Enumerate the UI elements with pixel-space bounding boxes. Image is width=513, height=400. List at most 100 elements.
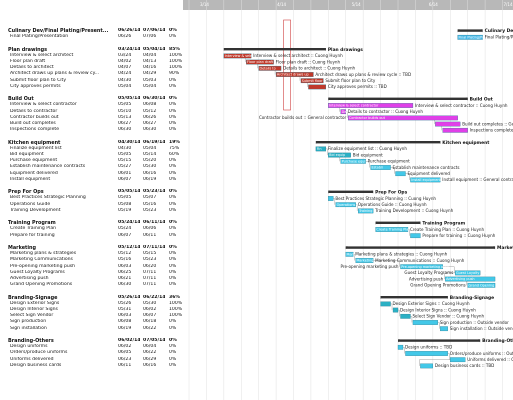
group-row[interactable]: Marketing 05/12/14 07/11/14 0% xyxy=(0,245,183,251)
percent-complete: 100% xyxy=(169,300,183,306)
task-bar-label: City approves permits :: TBD xyxy=(328,84,387,89)
task-row[interactable]: Interview & select architect 03/24 04/04 10… xyxy=(0,53,183,59)
task-bar xyxy=(308,84,327,90)
task-name: Bid equipment xyxy=(10,152,44,157)
percent-complete: 0% xyxy=(169,319,177,325)
percent-complete: 0% xyxy=(169,102,177,108)
task-row[interactable]: Operations Guide 05/08 05/16 0% xyxy=(0,202,183,208)
percent-complete: 0% xyxy=(169,108,177,114)
task-row[interactable]: Advertising push 06/21 07/11 0% xyxy=(0,276,183,282)
end-date: 07/11/14 xyxy=(143,245,165,250)
task-name: Guest Loyalty Programs xyxy=(10,269,65,275)
task-row[interactable]: Best Practices Strategic Planning 05/05 05… xyxy=(0,195,183,201)
task-bar xyxy=(340,109,346,115)
task-bar-text: Advertising push xyxy=(446,277,474,281)
percent-complete: 0% xyxy=(169,325,177,331)
dependency-line xyxy=(437,322,440,329)
task-row[interactable]: Pre-opening marketing push 06/03 06/20 0% xyxy=(0,264,183,270)
task-row[interactable]: Training Development 05/19 05/23 0% xyxy=(0,208,183,214)
task-bar-label: Operations Guide :: Cuong Huynh xyxy=(358,202,427,207)
task-row[interactable]: Install equipment 06/07 06/19 0% xyxy=(0,177,183,183)
task-row[interactable]: Sign installation 06/19 06/22 0% xyxy=(0,326,183,332)
group-bar-cap xyxy=(315,141,318,144)
task-row[interactable]: Floor plan draft 04/02 04/13 100% xyxy=(0,59,183,65)
task-row[interactable]: Bid equipment 05/05 05/14 60% xyxy=(0,152,183,158)
task-row[interactable]: Equipment delivered 06/01 06/16 0% xyxy=(0,171,183,177)
group-row[interactable]: Culinary Dev/Final Plating/Present... 06/… xyxy=(0,28,183,34)
task-bar-label: Inspections complete :: General contract… xyxy=(470,128,513,133)
task-row[interactable]: Contractor builds out 05/13 06/26 0% xyxy=(0,115,183,121)
task-row[interactable]: Submit floor plan to City 04/30 05/03 0% xyxy=(0,78,183,84)
task-row[interactable]: Inspections complete 06/30 06/30 0% xyxy=(0,127,183,133)
task-row[interactable]: Architect draws up plans & review cy... 0… xyxy=(0,71,183,77)
dependency-line xyxy=(442,266,455,273)
task-name: Culinary Dev/Final Plating/Present... xyxy=(8,28,108,34)
task-bar-label: Create Training Plan :: Cuong Huynh xyxy=(410,227,485,232)
task-bar-label: Submit floor plan to City xyxy=(325,78,376,83)
task-row[interactable]: Build out completes 06/27 06/27 0% xyxy=(0,121,183,127)
dependency-line xyxy=(355,204,358,211)
group-bar-label: Culinary Dev/Final Plating/Presentation xyxy=(485,28,513,34)
start-date: 06/01 xyxy=(118,170,132,176)
task-row[interactable]: Design Interior Signs 05/31 06/02 100% xyxy=(0,307,183,313)
task-bar-text: Operations G xyxy=(337,203,360,207)
task-bar xyxy=(345,251,354,257)
end-date: 05/12 xyxy=(143,108,157,114)
group-row[interactable]: Prep For Ops 05/05/14 05/23/14 0% xyxy=(0,189,183,195)
task-row[interactable]: City approves permits 05/04 05/04 0% xyxy=(0,84,183,90)
start-date: 05/12/14 xyxy=(118,245,140,250)
task-bar-label: Details to architect :: Cuong Huynh xyxy=(283,66,355,71)
group-row[interactable]: Branding-Signage 05/26/14 06/22/14 36% xyxy=(0,295,183,301)
task-row[interactable]: Establish maintenance contracts 05/27 05/3… xyxy=(0,164,183,170)
group-row[interactable]: Training Program 05/24/14 06/11/14 0% xyxy=(0,220,183,226)
task-row[interactable]: Grand Opening Promotions 06/30 07/11 0% xyxy=(0,282,183,288)
group-row[interactable]: Kitchen equipment 04/30/14 06/19/14 19% xyxy=(0,140,183,146)
group-bar-label: Build Out xyxy=(470,96,493,102)
task-row[interactable]: Details to architect 04/07 04/16 100% xyxy=(0,65,183,71)
dependency-line xyxy=(398,309,400,317)
task-name: Best Practices Strategic Planning xyxy=(10,195,86,201)
group-row[interactable]: Build Out 05/05/14 06/30/14 0% xyxy=(0,96,183,102)
start-date: 04/30 xyxy=(118,145,132,151)
task-bar xyxy=(450,357,466,363)
task-row[interactable]: Orders/produce uniforms 06/05 06/22 0% xyxy=(0,350,183,356)
task-row[interactable]: Finalize equipment list 04/30 05/04 75% xyxy=(0,146,183,152)
task-bar xyxy=(340,158,366,164)
task-row[interactable]: Prepare for training 06/07 06/11 0% xyxy=(0,233,183,239)
group-row[interactable]: Branding-Others 06/02/14 07/05/14 0% xyxy=(0,338,183,344)
task-row[interactable]: Details to contractor 05/10 05/12 0% xyxy=(0,109,183,115)
task-bar-label: Pre-opening marketing push xyxy=(340,264,398,269)
task-name: Marketing plans & strategies xyxy=(10,251,77,257)
task-row[interactable]: Final Plating/Presentation 06/26 07/06 0% xyxy=(0,34,183,40)
task-row[interactable]: Create Training Plan 05/24 06/06 0% xyxy=(0,226,183,232)
task-row[interactable]: Design Exterior Signs 05/26 05/30 100% xyxy=(0,301,183,307)
task-table: Culinary Dev/Final Plating/Present... 06/… xyxy=(0,0,183,400)
task-bar xyxy=(380,301,391,307)
task-bar-label: Grand Opening Promotions xyxy=(410,283,465,288)
task-row[interactable]: Marketing plans & strategies 05/12 05/15 0% xyxy=(0,251,183,257)
task-row[interactable]: Interview & select contractor 05/05 06/08 0… xyxy=(0,102,183,108)
end-date: 06/20 xyxy=(143,263,157,269)
dependency-line xyxy=(447,353,450,360)
task-bar xyxy=(410,177,441,183)
task-row[interactable]: Sign production 06/08 06/18 0% xyxy=(0,319,183,325)
group-bar-cap xyxy=(328,97,331,101)
task-bar xyxy=(328,152,351,158)
group-row[interactable]: Plan drawings 03/24/14 05/04/14 85% xyxy=(0,47,183,53)
task-row[interactable]: Select Sign Vendor 06/03 06/07 100% xyxy=(0,313,183,319)
task-row[interactable]: Design business cards 06/11 06/16 0% xyxy=(0,363,183,369)
group-bar-cap xyxy=(465,97,468,101)
task-bar-label: Bid equipment xyxy=(353,152,383,157)
task-row[interactable]: Guest Loyalty Programs 06/25 07/11 0% xyxy=(0,270,183,276)
percent-complete: 0% xyxy=(169,356,177,362)
task-bar xyxy=(348,115,458,121)
task-row[interactable]: Marketing Communications 05/16 05/23 0% xyxy=(0,257,183,263)
task-bar-label: Prepare for training :: Cuong Huynh xyxy=(422,233,495,238)
task-name: Interview & select architect xyxy=(10,52,74,58)
task-row[interactable]: Uniforms delivered 06/23 06/29 0% xyxy=(0,357,183,363)
task-name: Create Training Plan xyxy=(10,226,57,232)
task-row[interactable]: Design uniforms 06/02 06/04 0% xyxy=(0,344,183,350)
task-row[interactable]: Purchase equipment 05/15 05/20 0% xyxy=(0,158,183,164)
start-date: 05/04 xyxy=(118,83,132,89)
